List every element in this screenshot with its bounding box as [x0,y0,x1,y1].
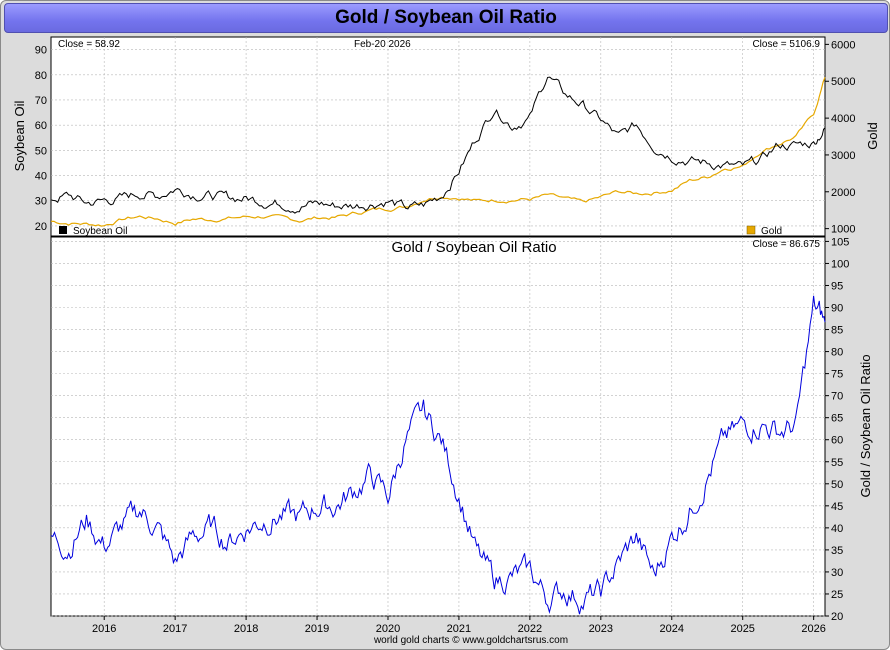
gold-price-line [50,77,826,227]
top-left-axis: 20 30 40 50 60 70 80 90 [35,45,47,233]
ratio-tick-label: 25 [831,589,843,601]
ratio-tick-label: 85 [831,325,843,337]
gold-tick-label: 1000 [831,224,855,236]
gold-tick-label: 5000 [831,76,855,88]
x-tick-label: 2021 [447,623,471,635]
ratio-tick-label: 20 [831,611,843,623]
ratio-tick-label: 80 [831,347,843,359]
soybean-tick-label: 20 [35,221,47,233]
ratio-tick-label: 75 [831,369,843,381]
x-tick-label: 2024 [660,623,684,635]
soybean-tick-label: 90 [35,45,47,57]
x-tick-label: 2019 [305,623,329,635]
x-tick-label: 2016 [92,623,116,635]
gold-tick-label: 2000 [831,187,855,199]
ratio-tick-label: 70 [831,391,843,403]
date-label: Feb-20 2026 [354,39,411,50]
bottom-panel-grid [51,237,825,617]
ratio-tick-label: 105 [831,236,849,248]
soybean-tick-label: 70 [35,95,47,107]
ratio-line [50,295,826,615]
gold-close-label: Close = 5106.9 [752,39,820,50]
x-tick-label: 2018 [234,623,258,635]
gold-tick-label: 4000 [831,113,855,125]
x-axis: 2016 2017 2018 2019 2020 2021 2022 2023 2024 2025… [92,616,826,635]
bottom-right-axis: 20 25 30 35 40 45 50 55 60 65 70 75 80 85 90 95 100 105 [825,236,849,623]
soybean-tick-label: 60 [35,120,47,132]
gold-legend-swatch [746,225,756,235]
ratio-axis-label: Gold / Soybean Oil Ratio [858,354,873,497]
ratio-tick-label: 95 [831,280,843,292]
x-tick-label: 2017 [163,623,187,635]
gold-tick-label: 3000 [831,150,855,162]
gold-axis-label: Gold [865,122,880,149]
gold-tick-label: 6000 [831,39,855,51]
soybean-tick-label: 40 [35,171,47,183]
top-panel [50,36,826,237]
bottom-panel [50,236,826,617]
ratio-tick-label: 35 [831,545,843,557]
soybean-legend-swatch [59,226,67,234]
x-tick-label: 2025 [730,623,754,635]
x-tick-label: 2023 [589,623,613,635]
top-panel-grid [51,37,825,236]
ratio-tick-label: 90 [831,303,843,315]
ratio-panel-title: Gold / Soybean Oil Ratio [391,239,556,256]
x-tick-label: 2022 [518,623,542,635]
series-layer [50,76,826,615]
x-tick-label: 2020 [376,623,400,635]
ratio-tick-label: 30 [831,567,843,579]
soybean-axis-label: Soybean Oil [12,100,27,171]
ratio-close-label: Close = 86.675 [752,239,820,250]
ratio-tick-label: 55 [831,457,843,469]
soybean-oil-line [50,76,826,214]
footer-credit: world gold charts © www.goldchartsrus.co… [373,635,568,646]
soybean-legend-label: Soybean Oil [73,226,127,237]
ratio-tick-label: 60 [831,435,843,447]
ratio-tick-label: 100 [831,258,849,270]
top-right-axis: 1000 2000 3000 4000 5000 6000 [825,39,855,236]
ratio-tick-label: 45 [831,501,843,513]
soybean-tick-label: 30 [35,196,47,208]
x-tick-label: 2026 [801,623,825,635]
soybean-tick-label: 80 [35,70,47,82]
soybean-tick-label: 50 [35,145,47,157]
title-bar: Gold / Soybean Oil Ratio [4,3,888,33]
chart-title: Gold / Soybean Oil Ratio [335,7,557,28]
ratio-tick-label: 50 [831,479,843,491]
ratio-tick-label: 40 [831,523,843,535]
gold-legend-label: Gold [761,226,782,237]
soybean-close-label: Close = 58.92 [58,39,120,50]
ratio-tick-label: 65 [831,413,843,425]
